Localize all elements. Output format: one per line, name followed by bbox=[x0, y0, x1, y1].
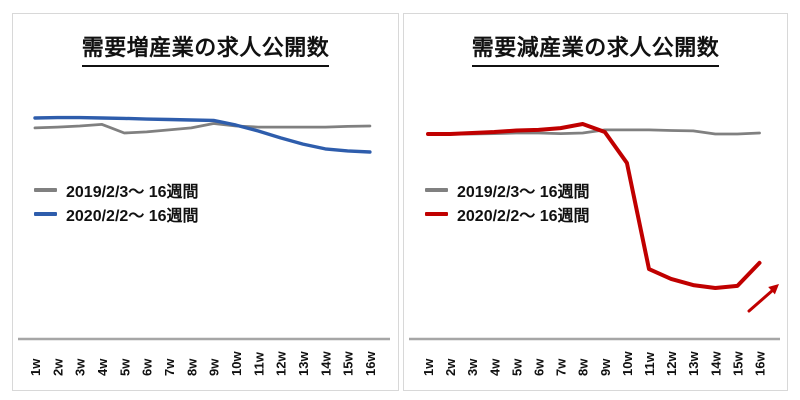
line-chart-increase: 1w 2w 3w 4w 5w 6w 7w 8w 9w 10w 11w 12w 13w 14w 15w 16w bbox=[18, 115, 390, 376]
x-tick-label: 14w bbox=[318, 351, 333, 376]
x-tick-label: 3w bbox=[465, 358, 480, 376]
x-tick-label: 15w bbox=[730, 351, 745, 376]
panel-demand-increase: 需要増産業の求人公開数 1w 2w 3w 4w 5w 6w 7w 8w 9w 10w 11w 12w 1… bbox=[12, 13, 399, 391]
x-tick-label: 2w bbox=[50, 358, 65, 376]
panel-demand-decrease: 需要減産業の求人公開数 1w 2w 3w 4w 5w 6w 7w 8w 9w 10w 11w 12w 1… bbox=[403, 13, 788, 391]
legend-swatch-2019 bbox=[34, 188, 57, 192]
legend-item-2020: 2020/2/2〜 16週間 bbox=[34, 202, 199, 226]
x-tick-label: 12w bbox=[664, 351, 679, 376]
x-tick-label: 3w bbox=[73, 358, 88, 376]
x-tick-label: 11w bbox=[251, 351, 266, 376]
page-title-decrease: 需要減産業の求人公開数 bbox=[471, 30, 720, 67]
x-tick-label: 15w bbox=[341, 351, 356, 376]
legend-swatch-2020 bbox=[34, 212, 57, 216]
x-tick-label: 11w bbox=[642, 351, 657, 376]
x-tick-label: 8w bbox=[576, 358, 591, 376]
legend-label-2020: 2020/2/2〜 16週間 bbox=[457, 208, 590, 225]
x-tick-label: 2w bbox=[443, 358, 458, 376]
line-chart-decrease: 1w 2w 3w 4w 5w 6w 7w 8w 9w 10w 11w 12w 13w 14w 15w 16w bbox=[409, 122, 780, 376]
legend-label-2019: 2019/2/3〜 16週間 bbox=[66, 184, 199, 201]
x-tick-label: 1w bbox=[421, 358, 436, 376]
x-tick-label: 12w bbox=[274, 351, 289, 376]
series-line-2020 bbox=[426, 122, 762, 290]
x-tick-label: 4w bbox=[95, 358, 110, 376]
panel-title-wrap: 需要増産業の求人公開数 bbox=[13, 30, 398, 67]
x-tick-label: 9w bbox=[207, 358, 222, 376]
legend-decrease: 2019/2/3〜 16週間 2020/2/2〜 16週間 bbox=[425, 178, 590, 226]
x-tick-label: 6w bbox=[532, 358, 547, 376]
legend-item-2019: 2019/2/3〜 16週間 bbox=[425, 178, 590, 202]
legend-label-2020: 2020/2/2〜 16週間 bbox=[66, 208, 199, 225]
legend-label-2019: 2019/2/3〜 16週間 bbox=[457, 184, 590, 201]
x-tick-label: 14w bbox=[708, 351, 723, 376]
page-title-increase: 需要増産業の求人公開数 bbox=[81, 30, 330, 67]
x-tick-label: 10w bbox=[620, 351, 635, 376]
panel-title-wrap: 需要減産業の求人公開数 bbox=[404, 30, 787, 67]
legend-increase: 2019/2/3〜 16週間 2020/2/2〜 16週間 bbox=[34, 178, 199, 226]
series-line-2019 bbox=[33, 122, 372, 135]
x-tick-label: 8w bbox=[184, 358, 199, 376]
x-tick-label: 1w bbox=[28, 358, 43, 376]
x-tick-label: 7w bbox=[554, 358, 569, 376]
x-tick-label: 16w bbox=[753, 351, 768, 376]
x-tick-label: 13w bbox=[686, 351, 701, 376]
series-line-2020 bbox=[33, 115, 372, 154]
legend-swatch-2020 bbox=[425, 212, 448, 216]
x-tick-label: 4w bbox=[487, 358, 502, 376]
trend-arrow-head bbox=[768, 284, 779, 295]
x-tick-label: 6w bbox=[140, 358, 155, 376]
x-tick-label: 10w bbox=[229, 351, 244, 376]
x-tick-label: 16w bbox=[363, 351, 378, 376]
legend-item-2019: 2019/2/3〜 16週間 bbox=[34, 178, 199, 202]
x-tick-label: 5w bbox=[117, 358, 132, 376]
x-tick-label: 9w bbox=[598, 358, 613, 376]
legend-item-2020: 2020/2/2〜 16週間 bbox=[425, 202, 590, 226]
x-tick-label: 5w bbox=[509, 358, 524, 376]
x-tick-label: 13w bbox=[296, 351, 311, 376]
legend-swatch-2019 bbox=[425, 188, 448, 192]
trend-arrow-shaft bbox=[747, 288, 775, 313]
x-tick-label: 7w bbox=[162, 358, 177, 376]
